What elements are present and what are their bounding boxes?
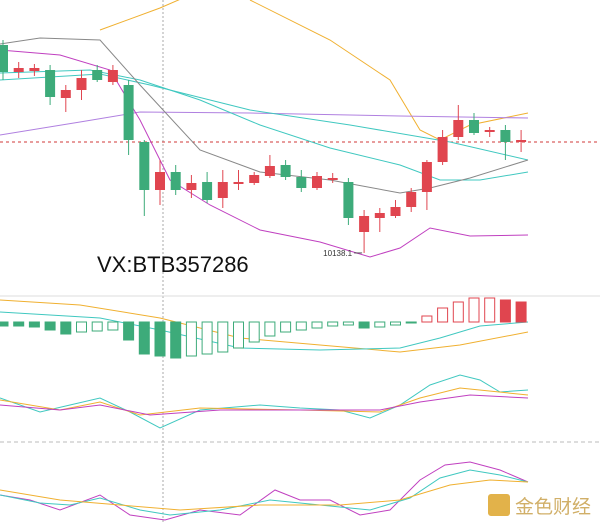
watermark: 金色财经 [488, 494, 591, 518]
macd-bar [60, 321, 72, 335]
macd-bar [327, 321, 339, 327]
macd-bar [452, 301, 464, 323]
macd-bar [154, 321, 166, 357]
boll-upper [99, 0, 180, 31]
macd-bar [123, 321, 135, 341]
candle-body [139, 142, 150, 190]
macd-bar [484, 297, 496, 323]
low-label: 10138.1 [323, 249, 352, 258]
watermark-text: 金色财经 [515, 496, 591, 518]
macd-bar [248, 321, 260, 343]
macd-bar [217, 321, 229, 353]
candle-body [233, 182, 244, 184]
candle-body [469, 120, 479, 133]
candle-body [170, 172, 181, 190]
macd-bar [0, 321, 9, 327]
rsi-line [0, 387, 529, 416]
candle-body [202, 182, 213, 200]
macd-bar [468, 297, 480, 323]
candle-body [0, 45, 8, 72]
macd-bar [107, 321, 119, 331]
macd-bar [405, 321, 417, 324]
macd-bar [390, 321, 401, 326]
rsi-line [0, 374, 529, 429]
macd-bar [91, 321, 103, 332]
macd-bar [437, 307, 449, 323]
boll-mid [0, 37, 529, 194]
candle-body [29, 68, 40, 71]
candle-body [312, 176, 322, 188]
candle-body [249, 175, 260, 183]
kdj-j [0, 461, 529, 521]
macd-bar [44, 321, 56, 331]
candle-body [421, 162, 432, 192]
macd-bar [170, 321, 182, 359]
candle-body [92, 70, 103, 80]
candle-body [406, 192, 417, 207]
candle-body [516, 140, 527, 142]
candle-body [484, 130, 495, 132]
candle-body [123, 85, 134, 140]
candle-body [296, 177, 307, 188]
macd-bar [76, 321, 87, 333]
candle-body [280, 165, 291, 177]
macd-bar [185, 321, 197, 357]
macd-bar [515, 301, 527, 323]
candle-body [76, 78, 87, 90]
macd-bar [201, 321, 213, 355]
macd-bar [280, 321, 292, 333]
macd-bar [28, 321, 40, 328]
macd-bar [342, 321, 354, 326]
candle-body [453, 120, 464, 137]
macd-bar [374, 321, 386, 328]
macd-bar [499, 299, 511, 323]
candle-body [155, 172, 165, 190]
candle-body [107, 70, 118, 82]
ma-long [0, 111, 529, 136]
candle-body [374, 213, 385, 218]
annotation: VX:BTB357286 [97, 252, 249, 277]
watermark-logo [488, 494, 510, 516]
macd-dea [0, 299, 529, 353]
candle-body [500, 130, 511, 142]
candle-body [327, 178, 338, 180]
candle-body [264, 166, 275, 176]
macd-bar [233, 321, 244, 349]
rsi-line [0, 394, 529, 416]
candle-body [390, 207, 401, 216]
macd-bar [264, 321, 276, 337]
candle-body [343, 182, 354, 218]
kdj-d [0, 479, 529, 511]
candle-body [60, 90, 71, 98]
macd-bar [358, 321, 370, 329]
candle-body [217, 182, 228, 198]
macd-dif [0, 311, 529, 351]
macd-bar [421, 315, 433, 323]
candle-body [359, 216, 370, 232]
kdj-k [0, 469, 529, 516]
candle-body [437, 137, 448, 162]
candle-body [13, 68, 24, 72]
macd-bar [311, 321, 323, 329]
macd-bar [295, 321, 307, 331]
macd-bar [138, 321, 150, 355]
candle-body [45, 70, 56, 97]
candle-body [186, 183, 197, 190]
macd-bar [13, 321, 25, 327]
